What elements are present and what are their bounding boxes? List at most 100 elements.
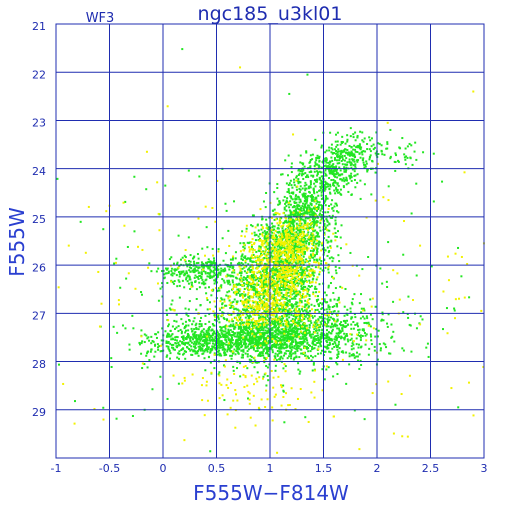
- data-point: [252, 287, 255, 290]
- data-point: [236, 308, 239, 311]
- data-point: [340, 336, 343, 339]
- data-point: [324, 172, 327, 175]
- data-point: [313, 287, 316, 290]
- data-point: [330, 172, 333, 175]
- data-point: [288, 323, 291, 326]
- data-point: [305, 209, 308, 212]
- data-point: [177, 352, 180, 355]
- data-point: [193, 334, 196, 337]
- data-point: [247, 301, 250, 304]
- data-point: [350, 333, 353, 336]
- data-point: [333, 148, 336, 151]
- data-point: [313, 218, 316, 221]
- data-point: [342, 185, 345, 188]
- data-point: [329, 337, 332, 340]
- data-point: [289, 332, 292, 335]
- data-point: [193, 269, 196, 272]
- data-point: [276, 329, 279, 332]
- data-point: [262, 349, 265, 352]
- data-point: [320, 260, 323, 263]
- data-point: [336, 151, 339, 154]
- data-point: [262, 327, 265, 330]
- data-point: [264, 206, 267, 209]
- data-point: [184, 256, 187, 259]
- data-point: [240, 349, 243, 352]
- data-point: [315, 338, 318, 341]
- data-point: [267, 329, 270, 332]
- data-point: [304, 234, 307, 237]
- data-point: [290, 304, 293, 307]
- data-point: [316, 154, 319, 157]
- data-point: [244, 255, 247, 258]
- data-point: [305, 151, 308, 154]
- data-point: [294, 211, 297, 214]
- data-point: [318, 201, 321, 204]
- data-point: [319, 182, 322, 185]
- data-point: [283, 347, 286, 350]
- data-point: [256, 371, 259, 374]
- data-point: [212, 271, 215, 274]
- data-point: [238, 293, 241, 296]
- data-point: [193, 336, 196, 339]
- data-point: [168, 348, 171, 351]
- data-point: [306, 329, 309, 332]
- data-point: [351, 303, 354, 306]
- data-point: [266, 299, 269, 302]
- data-point: [252, 346, 255, 349]
- data-point: [200, 337, 203, 340]
- data-point: [243, 337, 246, 340]
- data-point: [314, 178, 317, 181]
- data-point: [298, 317, 301, 320]
- data-point: [279, 339, 282, 342]
- data-point: [324, 199, 327, 202]
- data-point: [295, 255, 298, 258]
- data-point: [379, 267, 382, 270]
- data-point: [315, 258, 318, 261]
- data-point: [263, 238, 266, 241]
- data-point: [128, 343, 131, 346]
- data-point: [196, 351, 199, 354]
- data-point: [284, 352, 287, 355]
- data-point: [316, 332, 319, 335]
- data-point: [288, 192, 291, 195]
- data-point: [282, 293, 285, 296]
- data-point: [350, 145, 353, 148]
- data-point: [273, 225, 276, 228]
- data-point: [334, 133, 337, 136]
- data-point: [343, 314, 346, 317]
- data-point: [265, 257, 268, 260]
- data-point: [321, 206, 324, 209]
- data-point: [213, 314, 216, 317]
- data-point: [305, 346, 308, 349]
- data-point: [249, 265, 252, 268]
- data-point: [279, 337, 282, 340]
- data-point: [216, 281, 219, 284]
- data-point: [295, 336, 298, 339]
- data-point: [299, 217, 302, 220]
- data-point: [344, 335, 347, 338]
- data-point: [189, 254, 192, 257]
- data-point: [255, 327, 258, 330]
- data-point: [283, 352, 286, 355]
- data-point: [256, 339, 259, 342]
- data-point: [329, 171, 332, 174]
- data-point: [364, 165, 367, 168]
- data-point: [356, 173, 359, 176]
- data-point: [227, 280, 230, 283]
- data-point: [281, 237, 284, 240]
- data-point: [317, 319, 320, 322]
- data-point: [297, 214, 300, 217]
- data-point: [303, 340, 306, 343]
- data-point: [345, 351, 348, 354]
- data-point: [285, 209, 288, 212]
- data-point: [284, 325, 287, 328]
- data-point: [293, 325, 296, 328]
- data-point: [201, 282, 204, 285]
- data-point: [289, 323, 292, 326]
- data-point: [293, 272, 296, 275]
- data-point: [255, 336, 258, 339]
- data-point: [346, 338, 349, 341]
- data-point: [315, 178, 318, 181]
- data-point: [337, 340, 340, 343]
- data-point: [252, 337, 255, 340]
